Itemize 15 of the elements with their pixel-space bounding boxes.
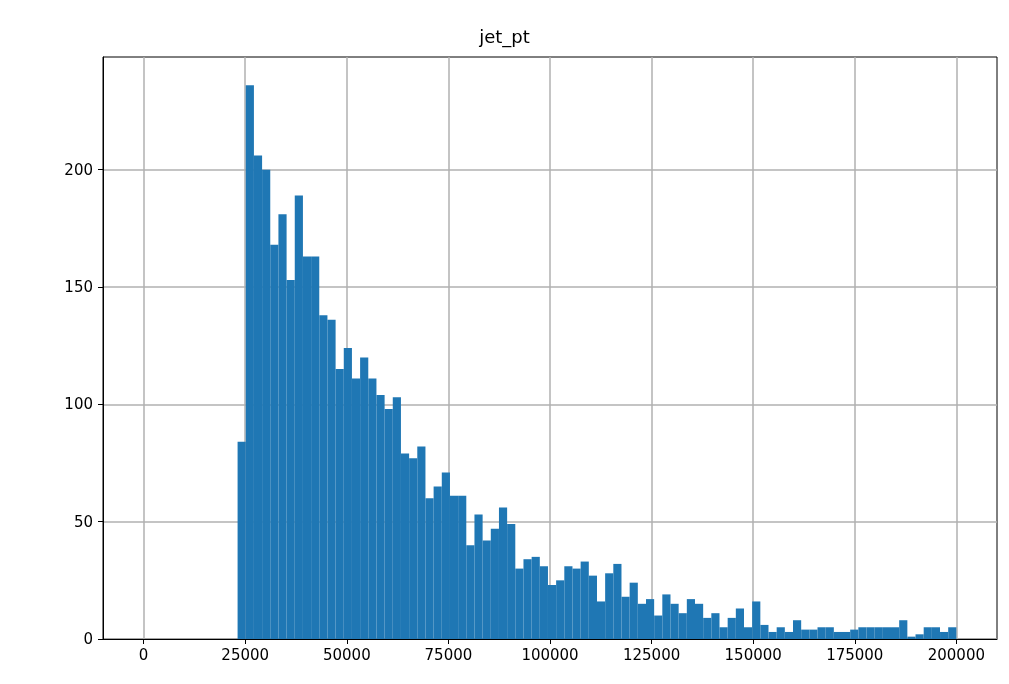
y-tick-label: 150 (64, 277, 93, 296)
x-tick-label: 75000 (424, 645, 473, 664)
x-tick-label: 100000 (521, 645, 579, 664)
y-tick-label: 0 (83, 630, 93, 648)
y-tick-label: 100 (64, 395, 93, 414)
x-tick-label: 150000 (724, 645, 782, 664)
y-tick-label: 200 (64, 160, 93, 179)
x-tick-label: 25000 (221, 645, 270, 664)
chart-title: jet_pt (478, 25, 530, 48)
x-tick-label: 125000 (622, 645, 681, 664)
y-tick-label: 50 (73, 512, 93, 531)
x-tick-label: 200000 (927, 645, 985, 664)
x-tick-label: 50000 (322, 645, 371, 664)
x-tick-label: 175000 (826, 645, 884, 664)
x-tick-label: 0 (138, 645, 149, 664)
